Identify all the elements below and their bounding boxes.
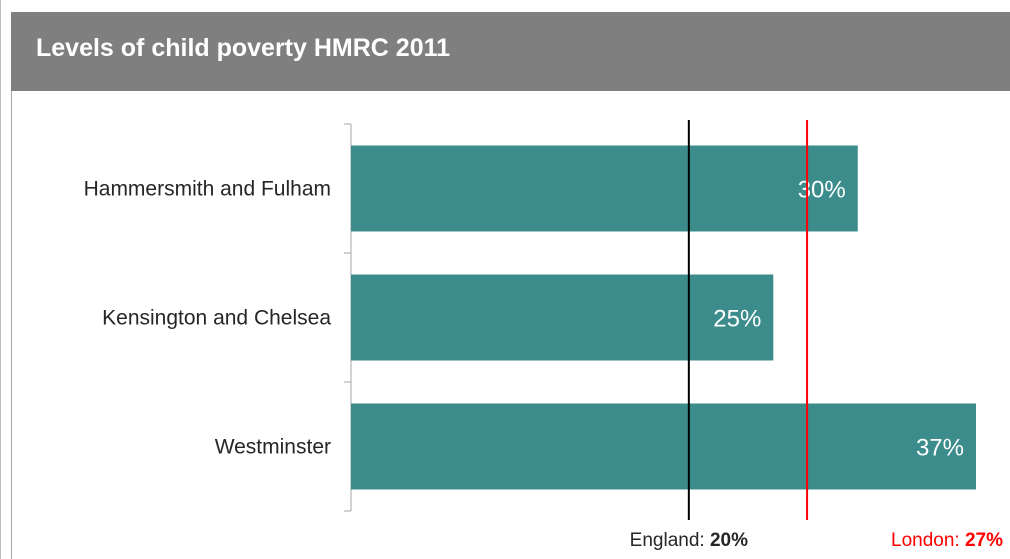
value-label: 30% <box>798 177 846 204</box>
bar <box>351 145 858 232</box>
title-bar: Levels of child poverty HMRC 2011 <box>11 12 1010 91</box>
bar <box>351 274 774 361</box>
bar <box>351 403 976 490</box>
reference-label-england: England: 20% <box>630 530 748 551</box>
category-label: Kensington and Chelsea <box>102 307 331 330</box>
chart-title: Levels of child poverty HMRC 2011 <box>36 34 451 62</box>
value-label: 25% <box>713 306 761 333</box>
category-label: Westminster <box>215 436 331 459</box>
reference-label-london: London: 27% <box>891 530 1003 551</box>
value-label: 37% <box>916 435 964 462</box>
category-label: Hammersmith and Fulham <box>84 178 331 201</box>
left-border <box>11 91 12 559</box>
